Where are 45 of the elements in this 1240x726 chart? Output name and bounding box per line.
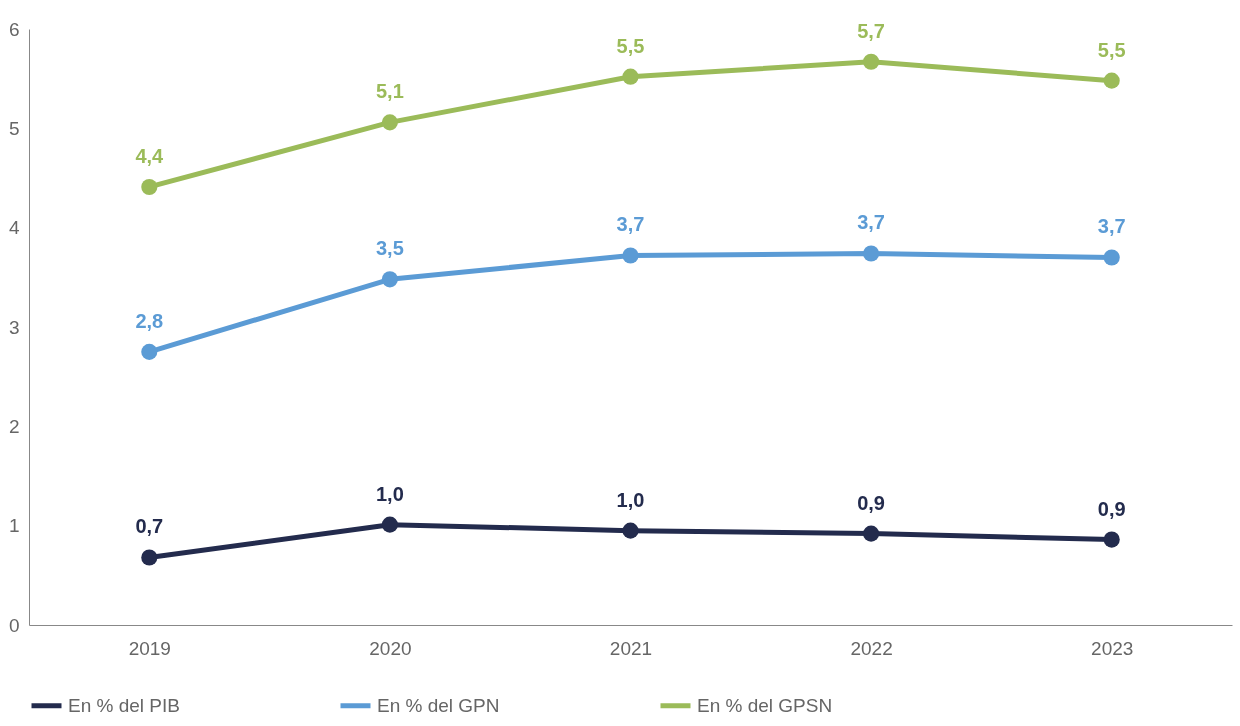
data-label: 5,5 [1097,38,1126,61]
point [141,549,158,566]
legend-label: En % del GPSN [697,694,833,716]
point [141,343,158,360]
point [381,516,398,533]
data-label: 5,1 [375,80,404,103]
point [1103,531,1120,548]
x-tick-label: 2021 [609,637,653,659]
point [863,245,880,262]
data-label: 5,7 [857,19,886,42]
data-label: 1,0 [616,488,645,511]
data-label: 2,8 [135,309,164,332]
y-tick-label: 6 [8,18,20,40]
data-label: 3,7 [616,213,645,236]
point [141,178,158,195]
x-tick-label: 2020 [369,637,412,659]
legend-label: En % del PIB [68,694,180,716]
point [1103,72,1120,89]
point [622,522,639,539]
legend-label: En % del GPN [377,694,500,716]
y-tick-label: 5 [8,117,20,139]
y-tick-label: 0 [8,614,20,636]
data-label: 5,5 [616,34,645,57]
x-tick-label: 2023 [1091,637,1134,659]
x-tick-label: 2019 [128,637,171,659]
point [622,247,639,264]
data-label: 3,7 [857,211,886,234]
point [863,53,880,70]
point [381,271,398,288]
y-tick-label: 1 [8,515,20,537]
data-label: 0,9 [1097,497,1126,520]
y-tick-label: 3 [8,316,20,338]
point [863,525,880,542]
point [1103,249,1120,266]
data-label: 4,4 [135,144,165,167]
data-label: 0,7 [135,515,164,538]
point [381,114,398,131]
data-label: 3,5 [375,237,404,260]
data-label: 0,9 [857,491,886,514]
x-tick-label: 2022 [850,637,893,659]
y-tick-label: 2 [8,415,20,437]
point [622,68,639,85]
data-label: 1,0 [375,482,404,505]
data-label: 3,7 [1097,215,1126,238]
y-tick-label: 4 [8,217,20,239]
